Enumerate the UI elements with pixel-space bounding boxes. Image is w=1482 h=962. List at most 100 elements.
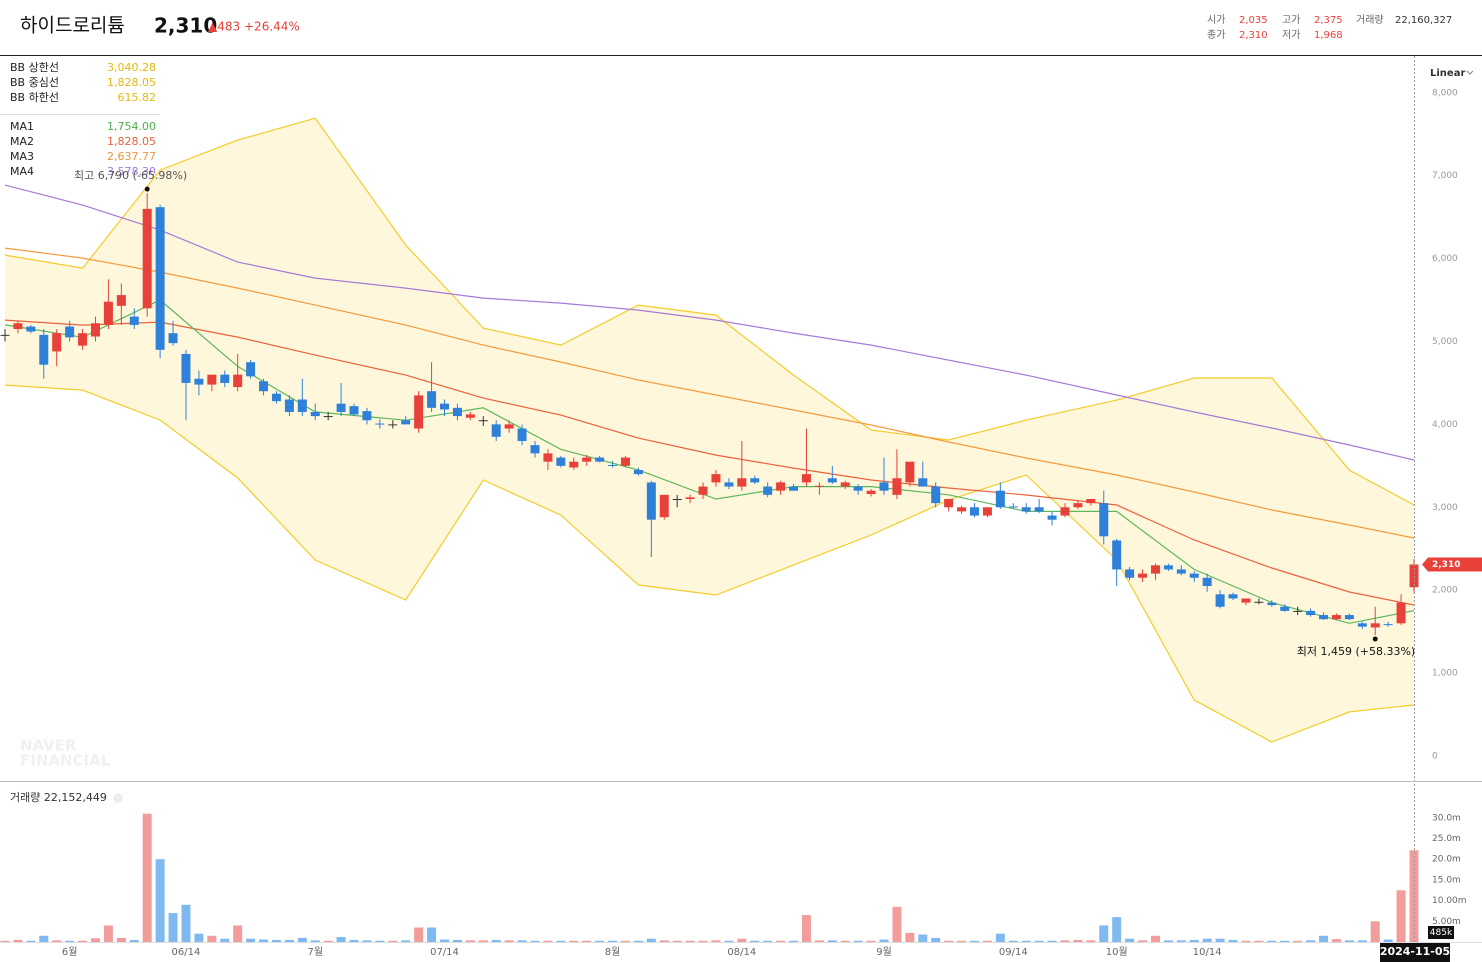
- stat-value: 2,310: [1239, 30, 1268, 41]
- candle-body: [52, 333, 62, 352]
- moving-average: [4, 319, 1415, 606]
- price: 2,310: [154, 14, 217, 38]
- candle-body: [336, 403, 346, 412]
- candle-body: [504, 424, 514, 429]
- candle-body: [388, 424, 398, 426]
- volume-bar: [840, 940, 850, 942]
- volume-bar: [1215, 938, 1225, 942]
- volume-bar: [52, 940, 62, 942]
- bollinger-upper: [4, 117, 1415, 506]
- candle-body: [737, 478, 747, 487]
- candle-body: [776, 482, 786, 491]
- candle-body: [116, 295, 126, 306]
- volume-bar: [0, 940, 10, 942]
- volume-bar: [646, 938, 656, 942]
- volume-bar: [801, 915, 811, 942]
- volume-bar: [65, 940, 75, 942]
- x-tick-label: 8월: [605, 946, 621, 958]
- candle-body: [129, 316, 139, 325]
- volume-bar: [1344, 940, 1354, 942]
- volume-bar: [233, 925, 243, 942]
- candle-body: [1176, 569, 1186, 574]
- volume-bar: [129, 939, 139, 942]
- volume-bar: [465, 940, 475, 942]
- candle-body: [608, 465, 618, 467]
- candle-body: [866, 490, 876, 495]
- volume-bar: [297, 937, 307, 942]
- extreme-dot: [144, 186, 150, 192]
- date-badge: [1380, 943, 1450, 962]
- candle-body: [155, 207, 165, 350]
- volume-bar: [659, 940, 669, 942]
- close-icon[interactable]: [113, 793, 123, 803]
- volume-tick-label: 5.00m: [1432, 917, 1461, 927]
- candle-body: [39, 334, 49, 365]
- volume-bar: [194, 933, 204, 942]
- volume-bar: [90, 938, 100, 942]
- volume-bar: [1189, 939, 1199, 942]
- volume-bar: [1370, 921, 1380, 942]
- candle-body: [582, 457, 592, 462]
- candle-body: [1060, 507, 1070, 516]
- legend-value: 1,754.00: [107, 120, 156, 133]
- legend-value: 3,040.28: [107, 61, 156, 74]
- volume-bar: [1073, 939, 1083, 942]
- candle-body: [362, 411, 372, 421]
- legend-value: 3,578.30: [107, 165, 156, 178]
- volume-bar: [375, 940, 385, 942]
- candle-body: [323, 416, 333, 418]
- stat-value: 2,035: [1239, 15, 1268, 26]
- volume-cursor-badge: [1428, 926, 1454, 939]
- y-tick-label: 4,000: [1432, 420, 1458, 430]
- y-tick-label: 0: [1432, 751, 1438, 761]
- x-tick-label: 6월: [62, 946, 78, 958]
- candle-body: [969, 507, 979, 516]
- candle-body: [801, 474, 811, 483]
- price-badge-label: 2,310: [1432, 560, 1460, 570]
- candle-body: [1112, 540, 1122, 570]
- stat-label: 고가: [1282, 14, 1300, 26]
- volume-bar: [452, 939, 462, 942]
- volume-bar: [789, 940, 799, 942]
- volume-bar: [207, 935, 217, 942]
- price-badge: [1422, 557, 1482, 572]
- candle-body: [659, 494, 669, 518]
- volume-bar: [931, 937, 941, 942]
- candle-body: [310, 411, 320, 417]
- volume-bar: [116, 937, 126, 942]
- candle-body: [763, 486, 773, 495]
- x-tick-label: 10/14: [1193, 947, 1222, 958]
- volume-bar: [259, 939, 269, 942]
- chevron: [1466, 70, 1474, 75]
- scale-button[interactable]: Linear: [1430, 68, 1465, 79]
- watermark: NAVER: [20, 737, 77, 755]
- candle-body: [569, 461, 579, 468]
- candle-body: [168, 333, 178, 344]
- volume-bar: [362, 940, 372, 942]
- candle-body: [284, 399, 294, 412]
- candle-body: [995, 490, 1005, 508]
- y-tick-label: 7,000: [1432, 171, 1458, 181]
- candle-body: [78, 333, 88, 346]
- candle-body: [465, 414, 475, 418]
- legend-name: BB 상한선: [10, 61, 59, 74]
- volume-tick-label: 20.0m: [1432, 855, 1461, 865]
- volume-bar: [944, 940, 954, 942]
- volume-bar: [853, 940, 863, 942]
- change: ▲483: [208, 20, 240, 34]
- volume-bar: [530, 940, 540, 942]
- candle-body: [1293, 610, 1303, 612]
- volume-bar: [181, 904, 191, 942]
- volume-bar: [220, 938, 230, 942]
- candle-body: [452, 407, 462, 417]
- candle-body: [1008, 506, 1018, 508]
- candle-body: [1215, 594, 1225, 607]
- candle-body: [401, 420, 411, 425]
- candle-body: [698, 486, 708, 495]
- x-tick-label: 9월: [876, 946, 892, 958]
- volume-bar: [672, 940, 682, 942]
- candle-body: [1189, 573, 1199, 578]
- legend-name: MA3: [10, 150, 34, 163]
- candle-body: [1396, 602, 1406, 624]
- stat-value: 2,375: [1314, 15, 1343, 26]
